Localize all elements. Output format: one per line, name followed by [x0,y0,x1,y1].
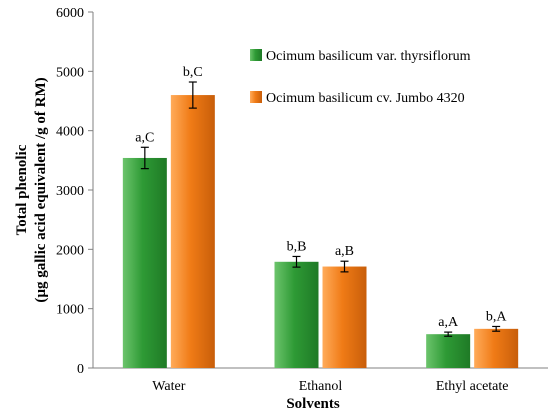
bar-significance-label: a,B [335,244,354,259]
x-axis-title: Solvents [286,396,340,412]
bar-ethyl-acetate-series-2 [474,328,519,368]
bar-ethyl-acetate-series-1 [426,334,471,368]
y-axis-title-line2: (µg gallic acid equivalent /g of RM) [33,77,49,302]
x-category-label: Water [152,379,185,394]
y-tick-label: 6000 [56,6,84,21]
x-category-label: Ethanol [299,379,343,394]
y-axis-title-line1: Total phenolic [14,144,30,235]
bar-significance-label: a,C [135,130,154,145]
y-ticks: 0 1000 2000 3000 4000 5000 6000 [56,6,93,377]
y-tick-label: 5000 [56,65,84,80]
legend-swatch-series-2 [250,91,262,103]
legend-label-series-2: Ocimum basilicum cv. Jumbo 4320 [266,91,465,106]
y-tick-label: 0 [77,362,84,377]
x-category-labels: Water Ethanol Ethyl acetate [152,379,508,394]
legend-swatch-series-1 [250,49,262,61]
bar-ethanol-series-2 [322,266,367,368]
x-category-label: Ethyl acetate [436,379,509,394]
y-tick-label: 1000 [56,303,84,318]
bar-water-series-1 [122,157,167,368]
y-tick-label: 3000 [56,184,84,199]
bar-significance-label: b,A [486,309,508,324]
y-tick-label: 2000 [56,243,84,258]
legend-label-series-1: Ocimum basilicum var. thyrsiflorum [266,49,471,64]
bars: a,C b,C b,B a,B a,A b,A [122,65,519,369]
y-axis-title: Total phenolic (µg gallic acid equivalen… [14,77,49,302]
bar-significance-label: a,A [438,315,459,330]
bar-significance-label: b,B [287,239,307,254]
bar-water-series-2 [170,95,215,369]
legend: Ocimum basilicum var. thyrsiflorum Ocimum… [250,49,471,106]
bar-significance-label: b,C [183,65,203,80]
y-tick-label: 4000 [56,125,84,140]
bar-ethanol-series-1 [274,261,319,368]
